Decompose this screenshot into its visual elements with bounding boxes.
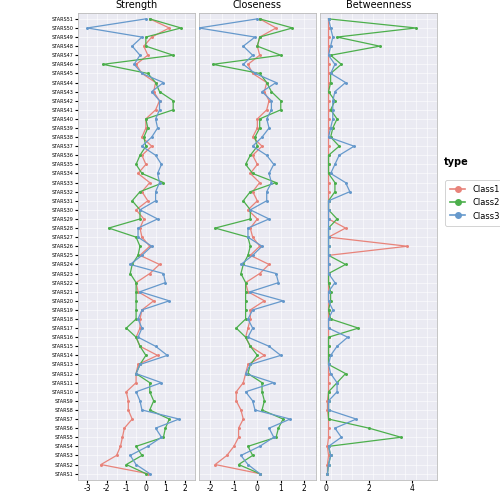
Title: Strength: Strength <box>115 0 157 10</box>
Title: Betweenness: Betweenness <box>346 0 412 10</box>
Title: Closeness: Closeness <box>233 0 282 10</box>
Legend: Class1, Class2, Class3: Class1, Class2, Class3 <box>446 180 500 226</box>
Text: type: type <box>444 157 469 167</box>
